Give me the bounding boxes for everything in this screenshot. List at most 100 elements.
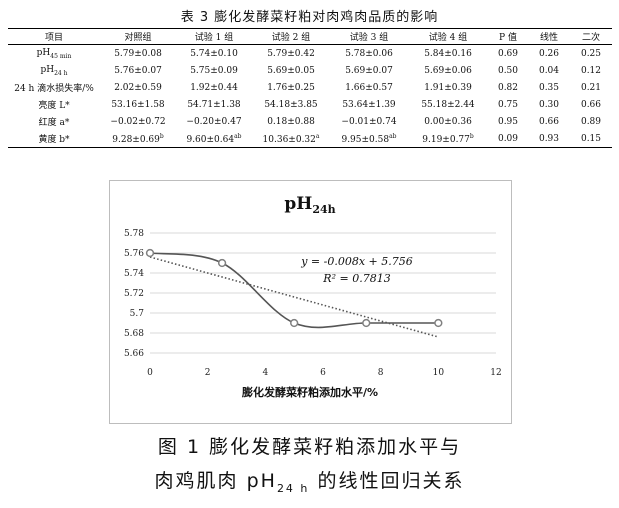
row-label: pH45 min (8, 45, 100, 63)
table-row: 黄度 b* 9.28±0.69b 9.60±0.64ab 10.36±0.32a 9.9… (8, 130, 612, 148)
chart-title-subscript: 24h (312, 203, 335, 216)
table-cell: 0.69 (488, 45, 528, 63)
table-cell: 0.66 (528, 113, 570, 130)
table-cell: 5.76±0.07 (100, 62, 176, 79)
trendline-equation: y = -0.008x + 5.756 (300, 255, 413, 268)
table-cell: 0.25 (570, 45, 612, 63)
row-label-subscript: 24 h (54, 69, 68, 77)
y-tick-label: 5.74 (124, 269, 144, 279)
table-header-cell: 试验 1 组 (176, 28, 252, 45)
cell-value: −0.20±0.47 (186, 116, 242, 127)
cell-value: 9.60±0.64 (186, 134, 235, 145)
cell-value: 0.66 (538, 116, 560, 127)
cell-significance-letter: a (315, 132, 320, 140)
table-cell: 9.28±0.69b (100, 130, 176, 148)
table-cell: 54.18±3.85 (252, 96, 330, 113)
cell-value: 2.02±0.59 (114, 82, 162, 93)
cell-value: 5.79±0.08 (114, 48, 162, 59)
cell-value: 5.69±0.05 (267, 65, 315, 76)
table-cell: 0.66 (570, 96, 612, 113)
cell-value: 0.18±0.88 (267, 116, 315, 127)
cell-value: 53.64±1.39 (342, 99, 396, 110)
table-cell: 1.91±0.39 (408, 79, 488, 96)
data-point (362, 318, 371, 328)
x-tick-label: 10 (433, 368, 445, 378)
x-tick-label: 2 (205, 368, 211, 378)
y-tick-label: 5.7 (130, 309, 145, 319)
table-cell: 0.18±0.88 (252, 113, 330, 130)
table-header-cell: 试验 3 组 (330, 28, 408, 45)
cell-value: 9.28±0.69 (112, 134, 160, 145)
table-cell: 0.82 (488, 79, 528, 96)
x-tick-label: 4 (262, 368, 268, 378)
table-cell: −0.02±0.72 (100, 113, 176, 130)
cell-value: 5.75±0.09 (190, 65, 238, 76)
table-cell: 55.18±2.44 (408, 96, 488, 113)
cell-value: 0.50 (497, 65, 519, 76)
table-cell: 0.00±0.36 (408, 113, 488, 130)
cell-value: 5.69±0.06 (424, 65, 472, 76)
y-tick-label: 5.72 (124, 289, 144, 299)
cell-value: 0.82 (497, 82, 519, 93)
cell-value: 9.19±0.77 (422, 134, 470, 145)
table-cell: 0.95 (488, 113, 528, 130)
table-cell: 0.50 (488, 62, 528, 79)
cell-value: 0.15 (580, 133, 602, 144)
table-header-cell: 试验 2 组 (252, 28, 330, 45)
table-cell: 5.74±0.10 (176, 45, 252, 63)
table-cell: 9.19±0.77b (408, 130, 488, 148)
cell-significance-letter: ab (389, 132, 397, 140)
table-header-cell: 试验 4 组 (408, 28, 488, 45)
table-cell: 1.76±0.25 (252, 79, 330, 96)
row-label-text: 红度 a* (38, 118, 70, 128)
cell-value: 9.95±0.58 (341, 134, 390, 145)
cell-value: 1.66±0.57 (345, 82, 393, 93)
table-cell: 5.69±0.06 (408, 62, 488, 79)
cell-value: 0.09 (497, 133, 519, 144)
row-label-text: 24 h 滴水损失率/% (14, 84, 94, 94)
cell-value: 0.00±0.36 (424, 116, 472, 127)
figure-caption-line2: 肉鸡肌肉 pH24 h 的线性回归关系 (0, 466, 619, 495)
table-header-row: 项目 对照组 试验 1 组 试验 2 组 试验 3 组 试验 4 组 P 值 线… (8, 28, 612, 45)
figure-caption-line1: 图 1 膨化发酵菜籽粕添加水平与 (157, 436, 462, 458)
row-label: 24 h 滴水损失率/% (8, 79, 100, 96)
table-header-cell: 项目 (8, 28, 100, 45)
data-point (145, 248, 155, 258)
chart-frame: 5.66 5.68 5.7 5.72 5.74 5.76 5.78 0 2 4 6 8 10 12 pH24… (109, 180, 512, 424)
row-label: 亮度 L* (8, 96, 100, 113)
table-header-cell: 线性 (528, 28, 570, 45)
cell-value: 54.18±3.85 (264, 99, 318, 110)
cell-value: −0.01±0.74 (341, 116, 397, 127)
table-cell: 5.79±0.08 (100, 45, 176, 63)
table-cell: 2.02±0.59 (100, 79, 176, 96)
cell-value: 5.78±0.06 (345, 48, 393, 59)
table-row: 红度 a* −0.02±0.72 −0.20±0.47 0.18±0.88 −0.01±… (8, 113, 612, 130)
cell-value: 0.25 (580, 48, 602, 59)
x-tick-label: 0 (147, 368, 153, 378)
table-cell: 0.09 (488, 130, 528, 148)
cell-significance-letter: b (159, 132, 164, 140)
chart-title: pH24h (284, 194, 335, 216)
table-body: pH45 min 5.79±0.08 5.74±0.10 5.79±0.42 5.78±… (8, 45, 612, 148)
table-header-cell: P 值 (488, 28, 528, 45)
cell-value: 5.69±0.07 (345, 65, 393, 76)
table-cell: 0.30 (528, 96, 570, 113)
r-squared-label: R² = 0.7813 (322, 272, 390, 285)
x-axis-label: 膨化发酵菜籽粕添加水平/% (241, 385, 378, 399)
table-cell: 9.60±0.64ab (176, 130, 252, 148)
cell-value: 5.76±0.07 (114, 65, 162, 76)
table-cell: 5.69±0.05 (252, 62, 330, 79)
row-label-text: 黄度 b* (38, 135, 70, 145)
table-cell: −0.20±0.47 (176, 113, 252, 130)
y-tick-label: 5.76 (124, 249, 144, 259)
data-point (290, 318, 299, 328)
cell-value: 0.12 (580, 65, 602, 76)
table-cell: 5.78±0.06 (330, 45, 408, 63)
data-point (217, 258, 227, 268)
cell-value: 0.35 (538, 82, 560, 93)
row-label-text: pH (36, 47, 51, 58)
table-cell: 5.84±0.16 (408, 45, 488, 63)
table-cell: 0.75 (488, 96, 528, 113)
cell-value: 10.36±0.32 (262, 134, 316, 145)
row-label-text: pH (40, 64, 55, 75)
